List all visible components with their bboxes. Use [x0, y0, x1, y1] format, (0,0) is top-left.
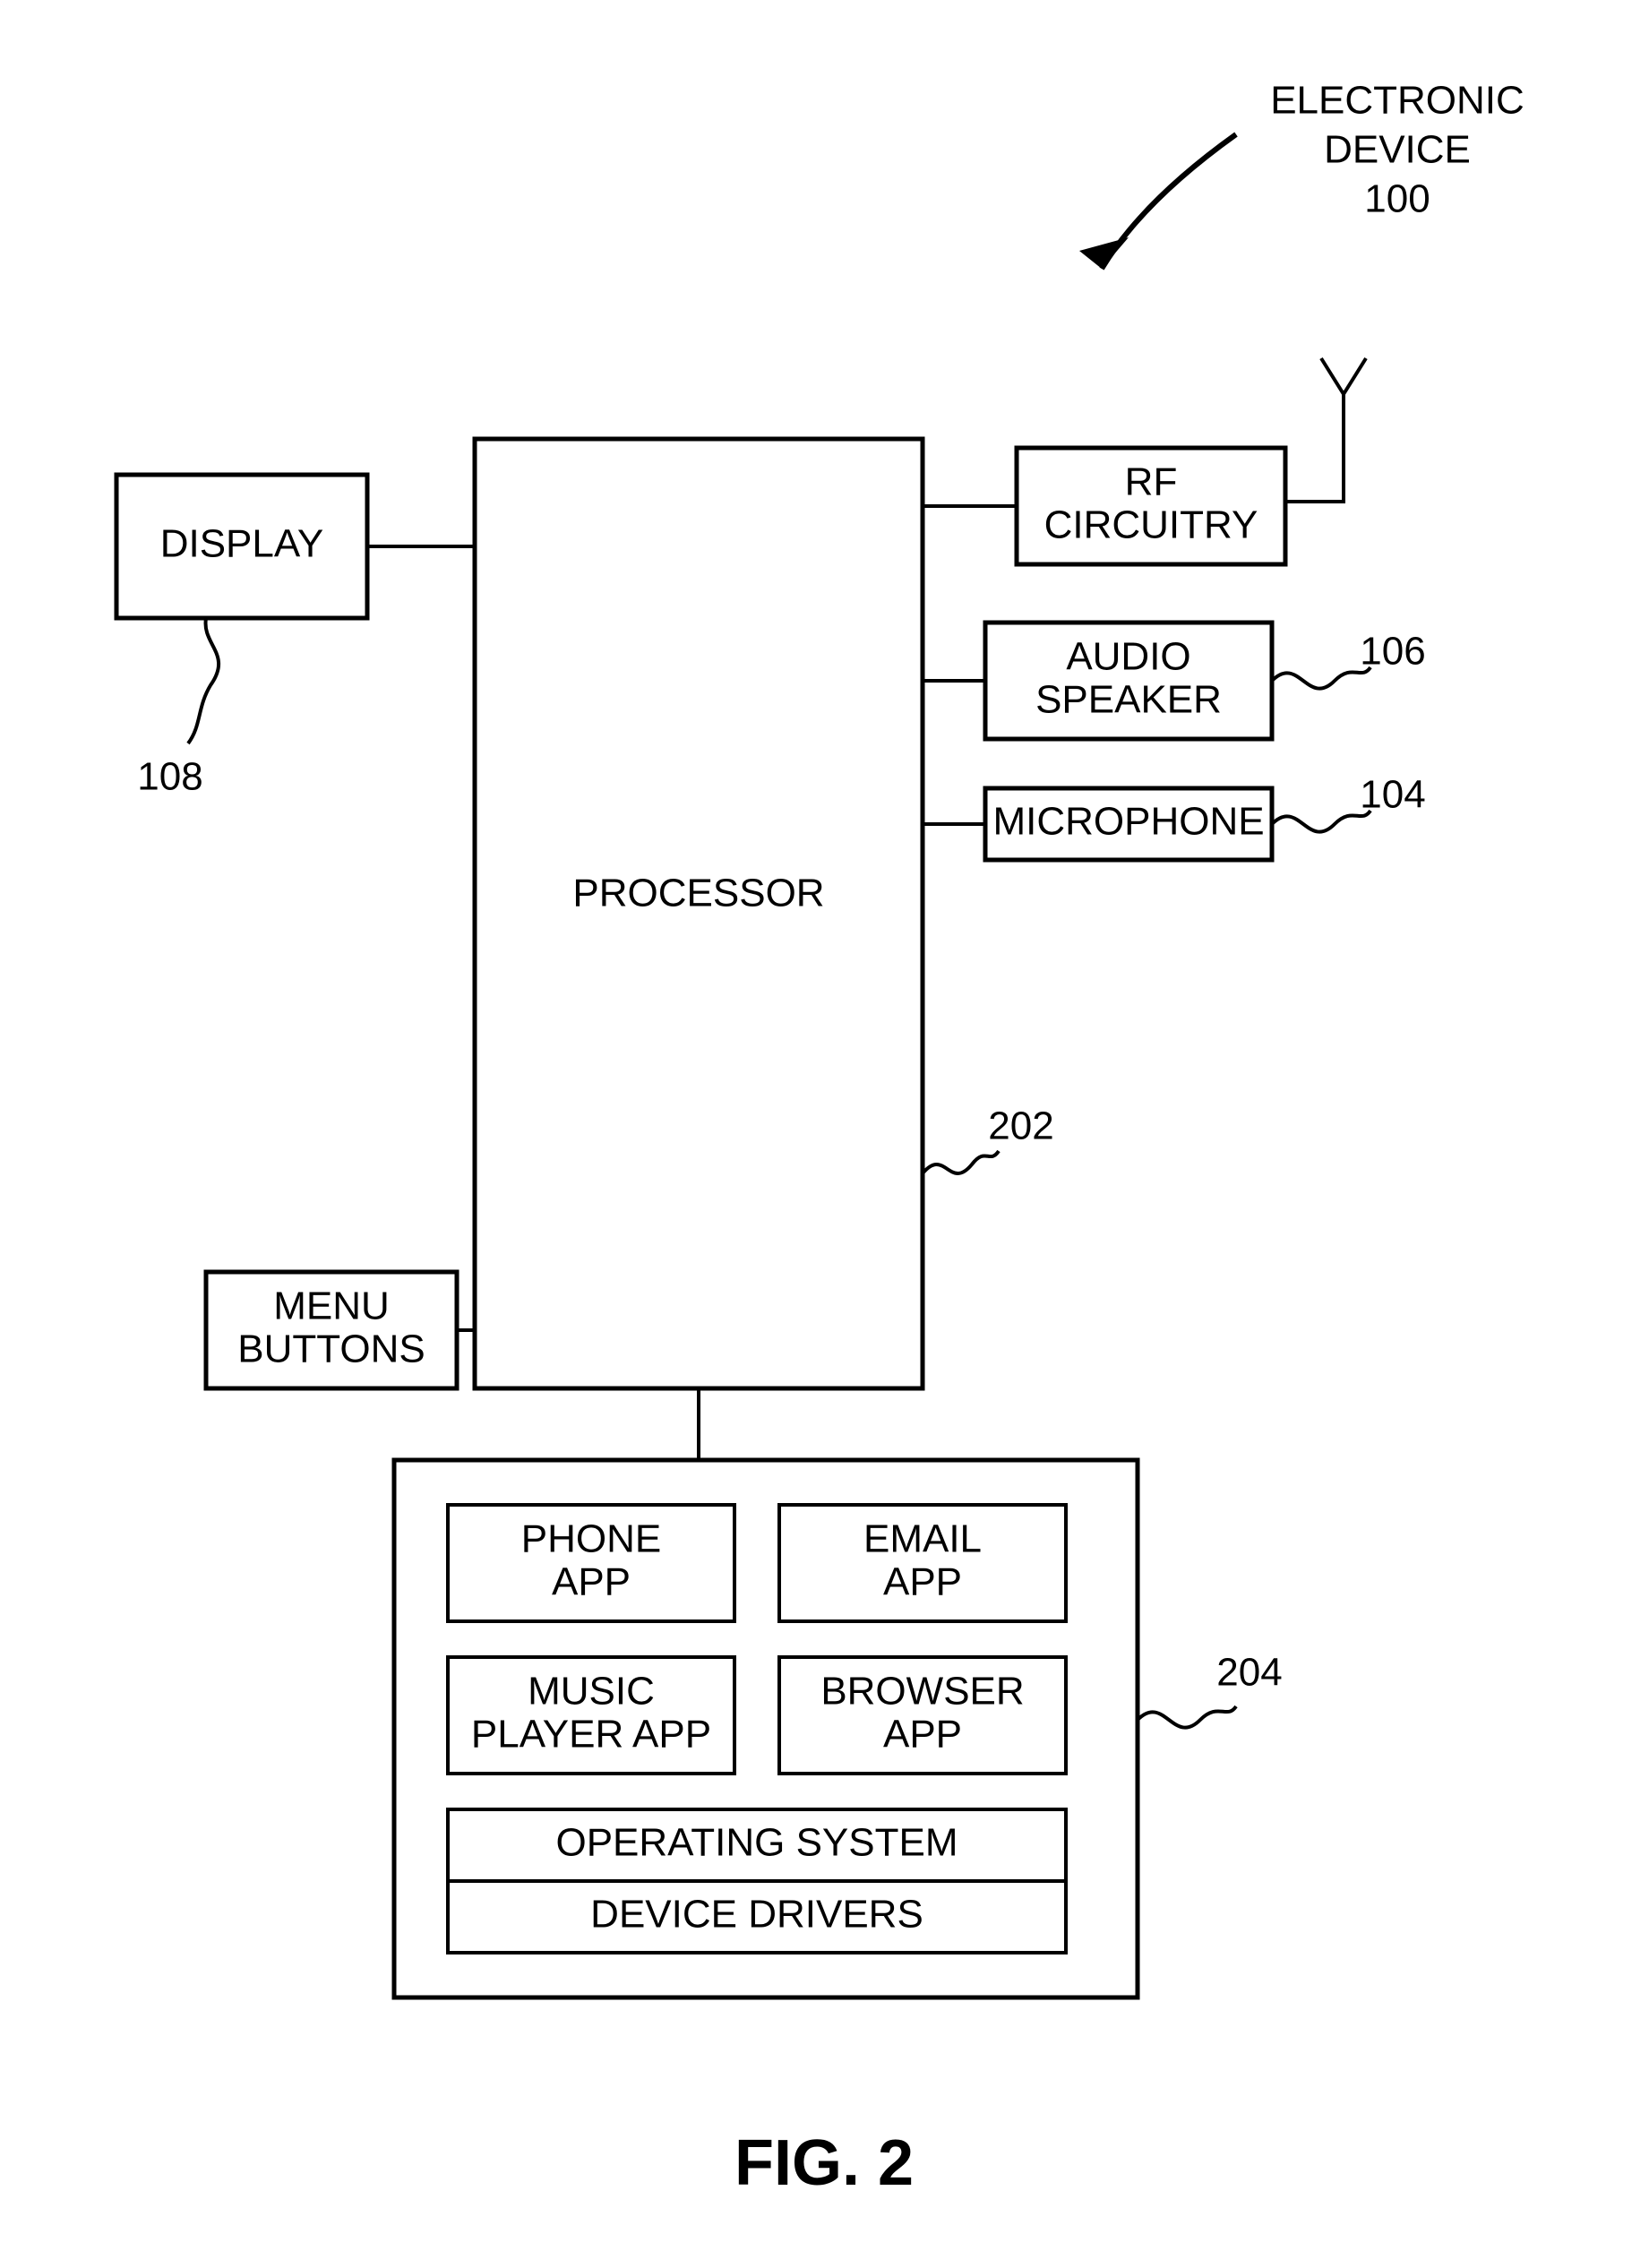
microphone-ref: 104	[1360, 773, 1425, 817]
browser-app-label-2: APP	[883, 1713, 962, 1757]
speaker-label-1: AUDIO	[1066, 635, 1190, 679]
rf-antenna-v	[1321, 358, 1366, 394]
figure-caption: FIG. 2	[734, 2127, 914, 2199]
device-drivers-label: DEVICE DRIVERS	[590, 1893, 923, 1937]
rf-label-2: CIRCUITRY	[1044, 503, 1258, 547]
memory-ref-squiggle	[1138, 1706, 1236, 1728]
processor-ref: 202	[988, 1104, 1053, 1148]
music-app-label-2: PLAYER APP	[471, 1713, 711, 1757]
phone-app-label-1: PHONE	[521, 1517, 661, 1561]
display-ref-squiggle	[188, 618, 219, 743]
header-title-line2: DEVICE	[1324, 128, 1471, 172]
operating-system-label: OPERATING SYSTEM	[555, 1821, 958, 1865]
speaker-ref-squiggle	[1272, 667, 1370, 689]
memory-ref: 204	[1216, 1651, 1282, 1695]
speaker-ref: 106	[1360, 630, 1425, 674]
processor-label: PROCESSOR	[572, 872, 824, 915]
music-app-label-1: MUSIC	[528, 1670, 655, 1714]
menu-buttons-label-1: MENU	[273, 1284, 390, 1328]
header-arrow-head	[1079, 237, 1129, 269]
processor-ref-squiggle	[923, 1151, 999, 1173]
display-ref: 108	[137, 755, 202, 799]
rf-antenna-line	[1285, 394, 1344, 502]
header-title-line1: ELECTRONIC	[1270, 79, 1524, 123]
email-app-label-2: APP	[883, 1560, 962, 1604]
microphone-label: MICROPHONE	[992, 800, 1264, 844]
menu-buttons-label-2: BUTTONS	[237, 1327, 425, 1371]
display-label: DISPLAY	[160, 522, 324, 566]
phone-app-label-2: APP	[552, 1560, 631, 1604]
speaker-label-2: SPEAKER	[1035, 678, 1222, 722]
microphone-ref-squiggle	[1272, 811, 1370, 832]
header-arrow-curve	[1102, 134, 1236, 269]
header-ref: 100	[1364, 177, 1430, 221]
rf-label-1: RF	[1125, 460, 1178, 504]
browser-app-label-1: BROWSER	[820, 1670, 1024, 1714]
email-app-label-1: EMAIL	[863, 1517, 982, 1561]
